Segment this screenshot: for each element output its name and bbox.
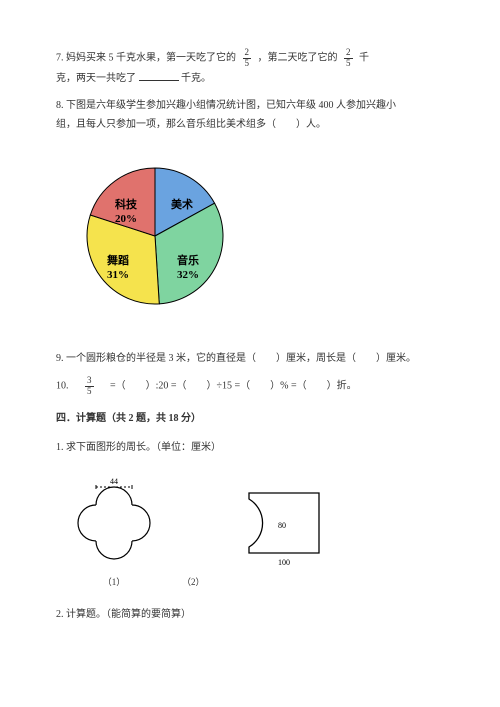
section-4-heading: 四．计算题（共 2 题，共 18 分） xyxy=(56,409,444,428)
pie-svg: 美术音乐 32% 舞蹈 31% 科技 20% xyxy=(60,146,260,331)
question-4-2: 2. 计算题。（能简算的要简算） xyxy=(56,605,444,624)
figure-2: 80 100 （2） xyxy=(224,485,334,591)
question-8: 8. 下图是六年级学生参加兴趣小组情况统计图，已知六年级 400 人参加兴趣小 … xyxy=(56,96,444,134)
question-7: 7. 妈妈买来 5 千克水果，第一天吃了它的 2 5 ，第二天吃了它的 2 5 … xyxy=(56,48,444,88)
q8-line2: 组，且每人只参加一项，那么音乐组比美术组多（ ）人。 xyxy=(56,115,444,134)
fraction-2-5-a: 2 5 xyxy=(243,48,252,69)
fig2-label: （2） xyxy=(182,574,334,591)
blank-line xyxy=(139,71,179,81)
svg-text:舞蹈: 舞蹈 xyxy=(107,253,129,267)
figure-1-svg: 44 xyxy=(64,475,164,570)
svg-text:美术: 美术 xyxy=(171,197,193,211)
fraction-2-5-b: 2 5 xyxy=(344,48,353,69)
svg-text:音乐: 音乐 xyxy=(177,253,199,267)
question-4-1: 1. 求下面图形的周长。（单位：厘米） xyxy=(56,438,444,457)
q7-text-e: 千克。 xyxy=(181,73,211,84)
fig1-label: （1） xyxy=(64,574,164,591)
figure-2-svg: 80 100 xyxy=(224,485,334,570)
q7-text-d: 克，两天一共吃了 xyxy=(56,73,136,84)
svg-text:32%: 32% xyxy=(177,269,199,281)
question-10: 10. 3 5 =（ ）:20 =（ ）÷15 =（ ）% =（ ）折。 xyxy=(56,376,444,397)
fig1-num: 44 xyxy=(110,477,118,486)
fig2-num-w: 100 xyxy=(278,558,290,567)
svg-text:20%: 20% xyxy=(115,213,137,225)
figure-1: 44 （1） xyxy=(64,475,164,591)
q7-text-b: ，第二天吃了它的 xyxy=(258,53,338,64)
fig2-num-h: 80 xyxy=(278,521,286,530)
svg-text:31%: 31% xyxy=(107,269,129,281)
question-9: 9. 一个圆形粮仓的半径是 3 米，它的直径是（ ）厘米，周长是（ ）厘米。 xyxy=(56,349,444,368)
figure-row: 44 （1） 80 100 （2） xyxy=(64,475,444,591)
q7-text-c: 千 xyxy=(359,53,369,64)
q10-rest: =（ ）:20 =（ ）÷15 =（ ）% =（ ）折。 xyxy=(100,380,357,391)
q7-text-a: 7. 妈妈买来 5 千克水果，第一天吃了它的 xyxy=(56,53,236,64)
q10-pre: 10. xyxy=(56,380,79,391)
svg-text:科技: 科技 xyxy=(115,197,138,211)
q8-line1: 8. 下图是六年级学生参加兴趣小组情况统计图，已知六年级 400 人参加兴趣小 xyxy=(56,96,444,115)
pie-chart: 美术音乐 32% 舞蹈 31% 科技 20% xyxy=(60,146,444,331)
fraction-3-5: 3 5 xyxy=(85,376,94,397)
